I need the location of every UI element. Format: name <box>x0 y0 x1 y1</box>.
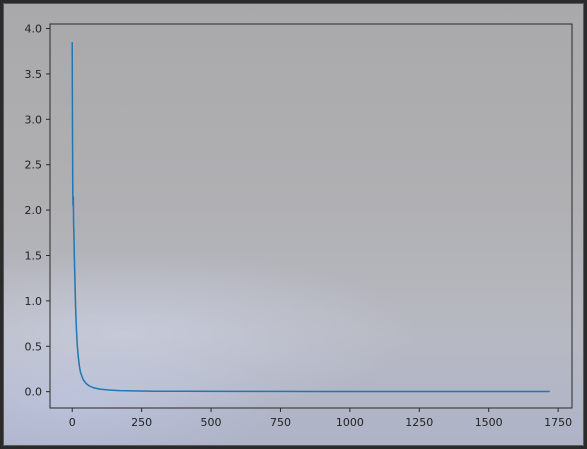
x-tick-label: 1500 <box>475 416 503 429</box>
x-tick-label: 1250 <box>405 416 433 429</box>
x-tick-label: 750 <box>270 416 291 429</box>
y-tick-label: 0.0 <box>25 386 43 399</box>
figure-frame <box>3 3 584 446</box>
y-tick-label: 2.5 <box>25 159 43 172</box>
x-axis: 0 250 500 750 1000 1250 1500 1750 <box>69 408 572 429</box>
x-tick-label: 1750 <box>544 416 572 429</box>
series-line <box>71 42 550 393</box>
x-tick-label: 0 <box>69 416 76 429</box>
y-tick-label: 1.5 <box>25 249 43 262</box>
y-tick-label: 4.0 <box>25 23 43 36</box>
y-tick-label: 3.0 <box>25 113 43 126</box>
plot-area-border <box>49 23 573 409</box>
y-tick-label: 2.0 <box>25 204 43 217</box>
x-tick-label: 500 <box>201 416 222 429</box>
y-axis: 0.0 0.5 1.0 1.5 2.0 2.5 3.0 3.5 4.0 <box>25 23 50 399</box>
y-tick-label: 1.0 <box>25 295 43 308</box>
x-tick-label: 250 <box>131 416 152 429</box>
x-tick-label: 1000 <box>336 416 364 429</box>
y-tick-label: 3.5 <box>25 68 43 81</box>
y-tick-label: 0.5 <box>25 340 43 353</box>
